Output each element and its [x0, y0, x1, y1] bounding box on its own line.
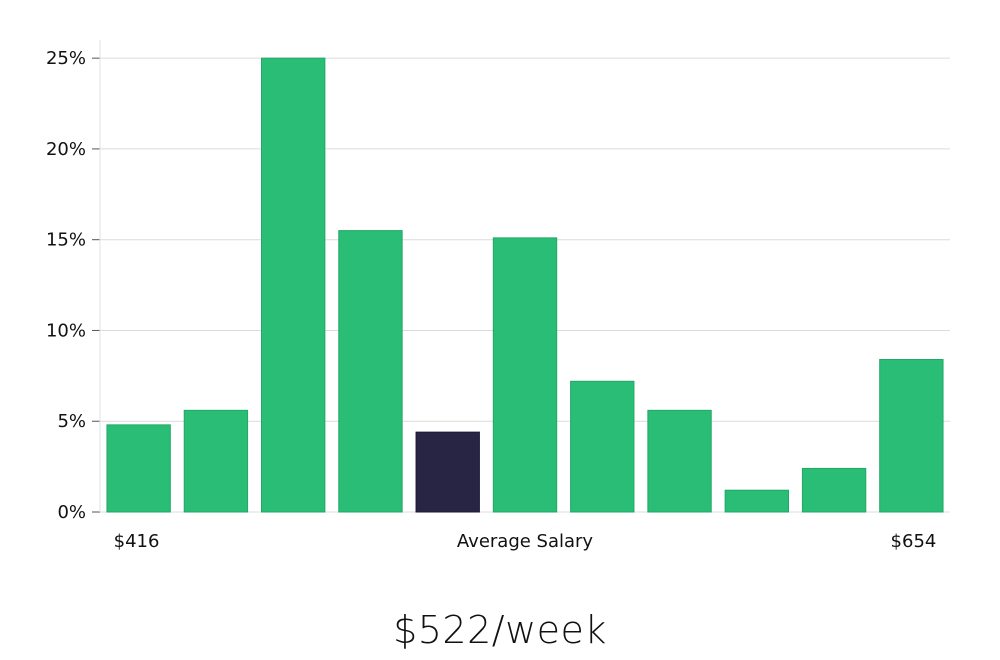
y-tick-label: 0%	[57, 502, 86, 523]
bar	[261, 57, 326, 513]
bar	[879, 359, 944, 513]
bar	[801, 467, 867, 513]
bar	[183, 409, 249, 513]
average-salary-value: $522/week	[393, 608, 607, 652]
bar	[570, 380, 635, 513]
x-center-label: Average Salary	[457, 531, 594, 552]
x-max-label: $654	[891, 531, 937, 552]
bar	[492, 237, 558, 513]
y-tick-labels: 0% 5% 10% 15% 20% 25%	[46, 48, 86, 523]
bar	[724, 489, 789, 513]
y-tick-label: 5%	[57, 411, 86, 432]
bars	[106, 57, 944, 513]
bar	[338, 230, 403, 513]
y-tick-label: 20%	[46, 139, 86, 160]
bar	[647, 409, 712, 513]
y-tick-label: 15%	[46, 230, 86, 251]
salary-histogram: 0% 5% 10% 15% 20% 25% $416 Average Salary $65…	[46, 40, 950, 552]
y-tick-label: 10%	[46, 320, 86, 341]
y-tick-label: 25%	[46, 48, 86, 69]
bar-highlight	[415, 431, 480, 513]
bar	[106, 424, 171, 513]
x-min-label: $416	[114, 531, 160, 552]
